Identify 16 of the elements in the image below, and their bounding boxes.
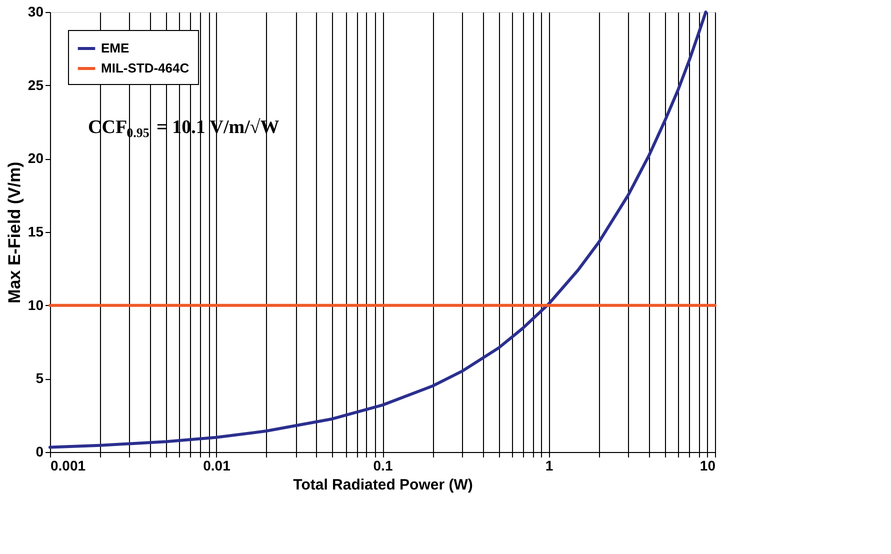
y-tick-label: 15	[28, 224, 44, 240]
y-tick-label: 30	[28, 4, 44, 20]
legend-label: MIL-STD-464C	[101, 60, 190, 76]
x-tick-label: 0.001	[50, 458, 86, 474]
x-tick-label: 0.1	[373, 458, 393, 474]
y-tick-label: 5	[36, 370, 44, 386]
legend-label: EME	[101, 40, 130, 56]
x-tick-label: 1	[545, 458, 554, 474]
x-axis-title: Total Radiated Power (W)	[293, 476, 473, 494]
y-tick-label: 25	[28, 76, 44, 93]
y-axis-title: Max E-Field (V/m)	[4, 162, 24, 304]
y-tick-label: 10	[28, 296, 44, 313]
x-tick-label: 10	[700, 458, 716, 474]
y-tick-label: 0	[36, 444, 44, 460]
y-tick-label: 20	[28, 150, 44, 166]
x-tick-label: 0.01	[203, 458, 231, 474]
